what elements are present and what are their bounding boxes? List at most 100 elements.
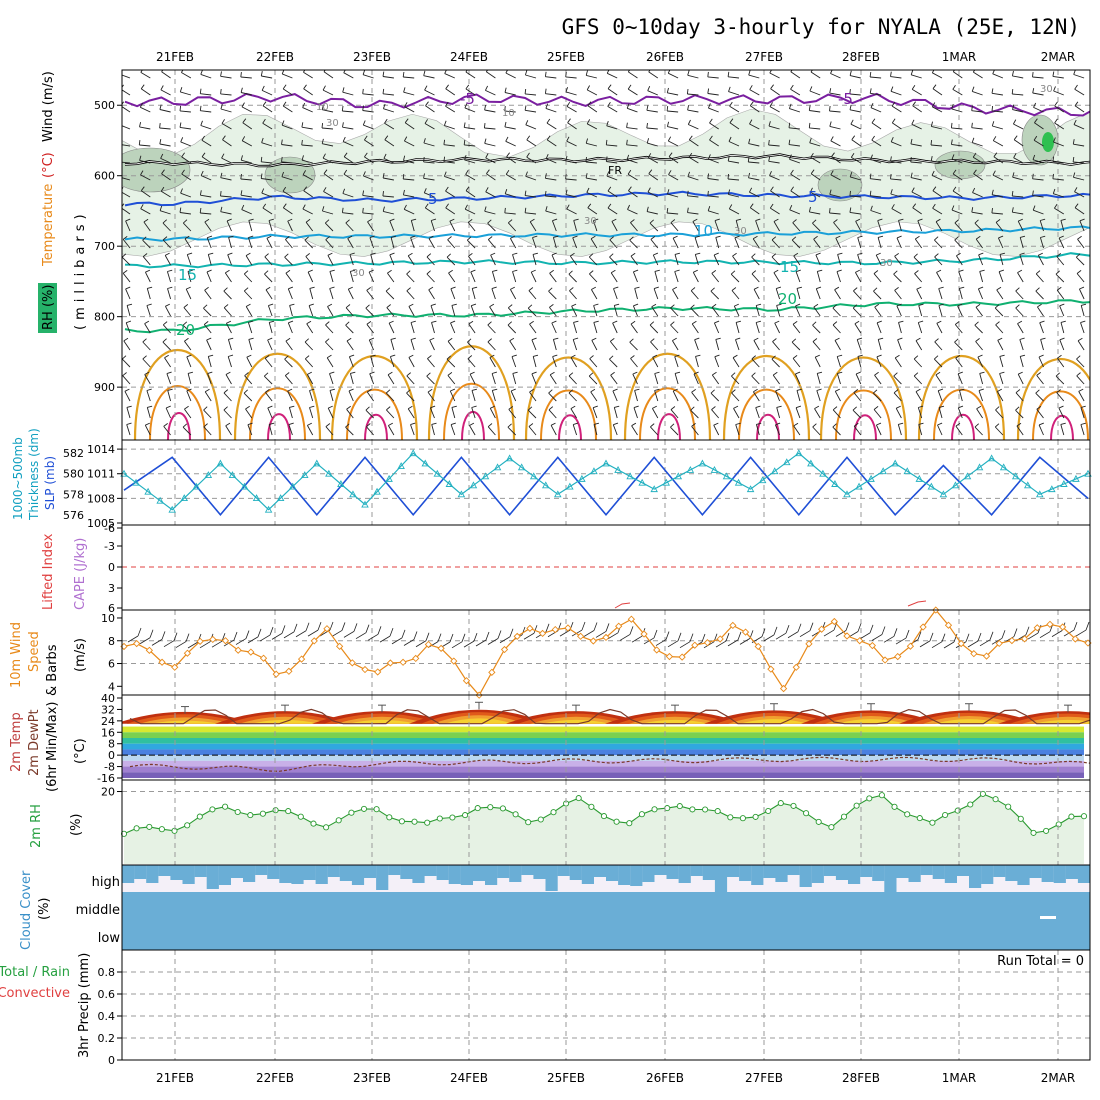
wind-speed-marker (868, 641, 877, 650)
cloud-high-bar (315, 865, 328, 884)
thickness-marker (276, 494, 285, 502)
thickness-marker (710, 465, 719, 473)
wind-speed-marker (247, 648, 255, 656)
rh-marker (133, 825, 140, 832)
wind-speed-marker (1020, 635, 1029, 643)
thickness-marker (300, 471, 309, 478)
precip-conv-label: Convective (0, 986, 70, 1001)
thickness-marker (903, 467, 912, 475)
rh-marker (247, 812, 254, 819)
axis-tick-label: 1008 (87, 492, 115, 505)
axis-tick-label: 16 (101, 726, 115, 739)
wind-speed-marker (830, 617, 838, 626)
wind-speed-marker (640, 630, 648, 638)
rh-marker (499, 805, 506, 812)
wind-speed-marker (538, 629, 547, 638)
temp-unit: (°C) (73, 738, 88, 764)
upper-left-labels: RH (%) Temperature (°C) Wind (m/s) (mill… (38, 71, 88, 333)
cloud-high-bar (134, 865, 147, 879)
thickness-marker (385, 474, 393, 482)
wind-label-1: 10m Wind (9, 622, 24, 688)
thickness-marker (770, 467, 779, 475)
thickness-marker (758, 476, 767, 484)
wind-speed-marker (285, 667, 293, 675)
wind-speed-marker (348, 659, 356, 667)
wind-speed-marker (513, 632, 521, 641)
axis-tick-label: 4 (108, 680, 115, 693)
upper-contour-fr: FR (608, 164, 622, 177)
axis-tick-label: 24 (101, 715, 115, 728)
thickness-marker (481, 472, 490, 480)
thickness-marker (975, 463, 984, 471)
rh-marker (398, 818, 405, 825)
rh-marker (1068, 813, 1075, 820)
rh-marker (840, 813, 848, 820)
date-label-top: 26FEB (646, 50, 684, 64)
thickness-marker (517, 463, 526, 471)
cloud-high-bar (1029, 865, 1042, 878)
cloud-high-bar (763, 865, 776, 878)
rh-marker (550, 809, 557, 816)
thickness-marker (831, 480, 839, 487)
cloud-high-bar (969, 865, 982, 888)
cloud-high-bar (194, 865, 207, 877)
rh-marker (449, 814, 456, 821)
wind-speed-marker (133, 639, 141, 648)
cloud-high-bar (835, 865, 849, 880)
date-label-bottom: 2MAR (1041, 1071, 1076, 1085)
rh-marker (992, 796, 999, 803)
cloud-high-bar (1053, 865, 1066, 883)
cloud-high-bar (896, 865, 909, 878)
rh-marker (739, 815, 746, 822)
date-label-bottom: 27FEB (745, 1071, 783, 1085)
cloud-high-bar (497, 865, 510, 878)
cloud-high-bar (727, 865, 740, 877)
rh-marker (1055, 821, 1062, 828)
axis-tick-label: 0 (108, 749, 115, 762)
thickness-marker (313, 459, 321, 467)
date-label-top: 1MAR (942, 50, 977, 64)
wind-speed-marker (297, 655, 306, 663)
rh-marker (285, 808, 292, 815)
rh-marker (626, 820, 633, 827)
cloud-high-bar (666, 865, 679, 879)
wind-speed-marker (691, 641, 699, 649)
thickness-marker (228, 471, 237, 478)
rh-marker (765, 807, 772, 815)
cloud-high-bar (545, 865, 558, 891)
li-segment-a (614, 602, 631, 609)
cloud-high-bar (436, 865, 449, 880)
cloud-low-label: low (98, 931, 121, 946)
wind-speed-marker (678, 653, 686, 661)
thickness-marker (674, 472, 683, 480)
thickness-marker (240, 482, 249, 490)
wind-speed-marker (779, 684, 788, 693)
date-label-top: 25FEB (547, 50, 585, 64)
upper-temp-unit: (°C) (41, 152, 56, 178)
cloud-high-bar (1065, 865, 1078, 879)
date-label-bottom: 22FEB (256, 1071, 294, 1085)
slp-thick-label2: Thickness (dm) (27, 428, 41, 521)
rh-marker (916, 815, 923, 822)
rh-marker (360, 805, 368, 812)
date-label-bottom: 23FEB (353, 1071, 391, 1085)
rh-marker (853, 802, 860, 809)
thickness-marker (590, 467, 598, 475)
thickness-marker (650, 485, 658, 493)
rh-marker (1080, 813, 1088, 820)
rh-marker (979, 790, 986, 797)
cloud-high-bar (424, 865, 437, 876)
cloud-high-bar (1017, 865, 1030, 885)
rh-marker (727, 814, 734, 821)
wind-speed-marker (551, 625, 559, 634)
axis-tick-label: 1005 (87, 517, 115, 530)
date-label-top: 21FEB (156, 50, 194, 64)
cloud-high-bar (714, 865, 728, 892)
upper-contour-20-b: 20 (778, 290, 797, 308)
wind-label-2: Speed (27, 631, 42, 672)
cloud-high-bar (908, 865, 921, 882)
cloud-high-bar (339, 865, 352, 881)
wind-speed-marker (767, 665, 775, 673)
rh-marker (335, 817, 342, 824)
